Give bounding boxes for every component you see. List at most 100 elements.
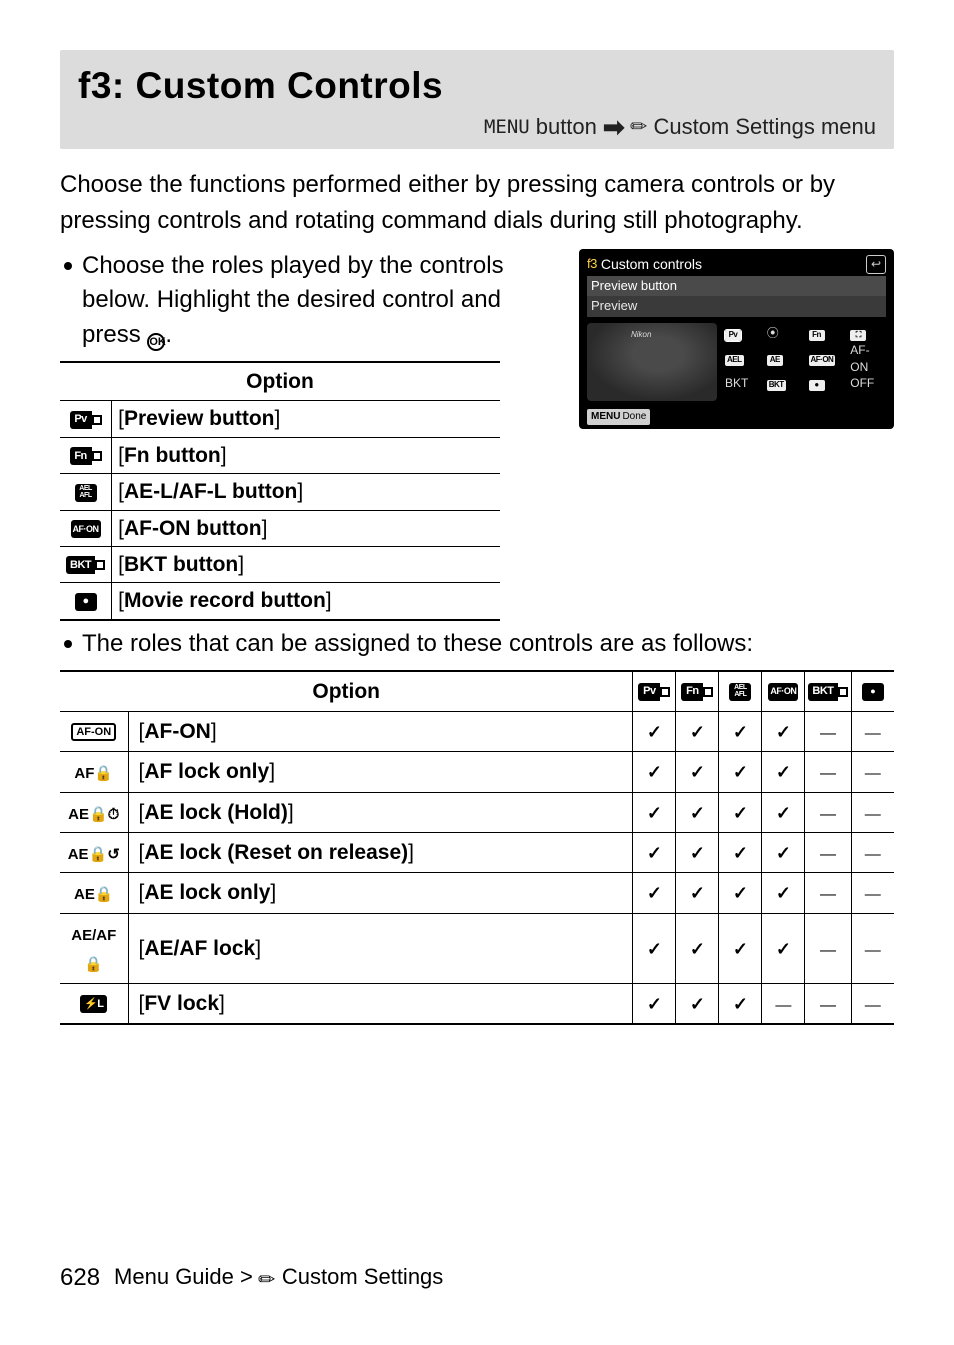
role-row-label: [AF lock only] <box>128 752 633 792</box>
role-cell <box>805 711 851 751</box>
cam-back-icon: ↩ <box>866 255 886 274</box>
camera-illustration: Nikon <box>587 323 717 401</box>
footer: 628 Menu Guide > ✎ Custom Settings <box>60 1261 443 1295</box>
page-number: 628 <box>60 1261 100 1295</box>
role-cell <box>805 983 851 1024</box>
role-cell <box>719 833 762 873</box>
pencil-icon: ✎ <box>623 111 655 143</box>
role-col-header: AELAFL <box>719 671 762 712</box>
role-cell <box>719 752 762 792</box>
role-row-label: [AE/AF lock] <box>128 913 633 983</box>
role-cell <box>633 913 676 983</box>
role-cell <box>633 873 676 913</box>
role-cell <box>851 873 894 913</box>
button-word: button <box>536 112 597 143</box>
role-cell <box>676 913 719 983</box>
cam-line1: Preview button <box>587 276 886 296</box>
role-cell <box>633 792 676 832</box>
bullet1-pre: Choose the roles played by the controls … <box>82 252 504 349</box>
role-row: AF🔒[AF lock only] <box>60 752 894 792</box>
role-cell <box>805 873 851 913</box>
role-cell <box>676 711 719 751</box>
role-cell <box>762 752 805 792</box>
role-row: AE🔒⏱[AE lock (Hold)] <box>60 792 894 832</box>
cam-option-cell: BKT <box>767 375 803 392</box>
role-row-label: [AE lock (Hold)] <box>128 792 633 832</box>
cam-option-cell: ⛶ <box>850 325 886 342</box>
page-title: f3: Custom Controls <box>78 60 876 112</box>
bullet1-post: . <box>165 321 172 348</box>
role-cell <box>719 983 762 1024</box>
role-row-glyph: AF🔒 <box>60 752 128 792</box>
cam-option-cell: AE <box>767 350 803 367</box>
role-cell <box>762 983 805 1024</box>
ok-icon: OK <box>147 333 165 351</box>
role-row-label: [AF‑ON] <box>128 711 633 751</box>
camera-screen-preview: f3 Custom controls ↩ Preview button Prev… <box>579 249 894 429</box>
cam-option-grid: Pv⦿Fn⛶AELAEAF·ONAF-ONBKTBKT●OFF <box>725 323 886 401</box>
control-option-glyph: Fn <box>60 437 112 473</box>
control-options-table: Option Pv[Preview button]Fn[Fn button]AE… <box>60 361 500 621</box>
cam-option-cell: Pv <box>725 325 761 342</box>
control-option-label: [Preview button] <box>112 401 500 437</box>
role-col-header: Pv <box>633 671 676 712</box>
option-header: Option <box>60 362 500 401</box>
control-option-row: AF·ON[AF‑ON button] <box>60 510 500 546</box>
control-option-label: [BKT button] <box>112 546 500 582</box>
role-col-header: AF·ON <box>762 671 805 712</box>
cam-option-cell: AEL <box>725 350 761 367</box>
camera-brand: Nikon <box>631 329 651 340</box>
cam-f3-label: f3 <box>587 255 597 273</box>
role-row-label: [AE lock only] <box>128 873 633 913</box>
role-cell <box>633 983 676 1024</box>
role-row: ⚡L[FV lock] <box>60 983 894 1024</box>
cam-title: Custom controls <box>601 255 702 275</box>
control-option-row: Fn[Fn button] <box>60 437 500 473</box>
role-col-header: ● <box>851 671 894 712</box>
cam-option-cell: AF-ON <box>850 342 886 376</box>
control-option-label: [AF‑ON button] <box>112 510 500 546</box>
role-cell <box>676 983 719 1024</box>
role-cell <box>633 711 676 751</box>
control-option-label: [AE‑L/AF‑L button] <box>112 474 500 510</box>
control-option-glyph: AELAFL <box>60 474 112 510</box>
role-row-glyph: ⚡L <box>60 983 128 1024</box>
cam-option-cell: OFF <box>850 375 886 392</box>
cam-option-cell: Fn <box>809 325 845 342</box>
cam-done-label: Done <box>622 411 646 422</box>
bullet-dot <box>64 262 72 270</box>
role-cell <box>805 752 851 792</box>
bullet2-text: The roles that can be assigned to these … <box>82 627 753 662</box>
role-cell <box>633 752 676 792</box>
control-option-glyph: BKT <box>60 546 112 582</box>
role-row-glyph: AE🔒↺ <box>60 833 128 873</box>
role-cell <box>762 711 805 751</box>
role-cell <box>851 752 894 792</box>
control-option-glyph: Pv <box>60 401 112 437</box>
control-option-row: AELAFL[AE‑L/AF‑L button] <box>60 474 500 510</box>
role-row: AE🔒↺[AE lock (Reset on release)] <box>60 833 894 873</box>
role-cell <box>719 873 762 913</box>
control-option-row: BKT[BKT button] <box>60 546 500 582</box>
footer-guide: Menu Guide <box>114 1264 234 1289</box>
role-cell <box>676 752 719 792</box>
control-option-glyph: ● <box>60 583 112 620</box>
cam-option-cell: AF·ON <box>809 350 845 367</box>
intro-text: Choose the functions performed either by… <box>60 167 894 239</box>
bullet1-text: Choose the roles played by the controls … <box>82 249 557 353</box>
role-cell <box>676 792 719 832</box>
role-assignment-table: Option PvFnAELAFLAF·ONBKT● AF-ON[AF‑ON]A… <box>60 670 894 1026</box>
control-option-label: [Fn button] <box>112 437 500 473</box>
cam-option-cell: ⦿ <box>767 325 803 342</box>
breadcrumb: MENU button ➡ ✎ Custom Settings menu <box>78 112 876 143</box>
role-cell <box>719 711 762 751</box>
role-row: AE🔒[AE lock only] <box>60 873 894 913</box>
control-option-row: ●[Movie record button] <box>60 583 500 620</box>
breadcrumb-text: Custom Settings menu <box>653 112 876 143</box>
role-col-header: Fn <box>676 671 719 712</box>
role-cell <box>805 833 851 873</box>
role-row: AE/AF🔒[AE/AF lock] <box>60 913 894 983</box>
role-cell <box>676 833 719 873</box>
role-cell <box>851 913 894 983</box>
bullet-dot <box>64 640 72 648</box>
